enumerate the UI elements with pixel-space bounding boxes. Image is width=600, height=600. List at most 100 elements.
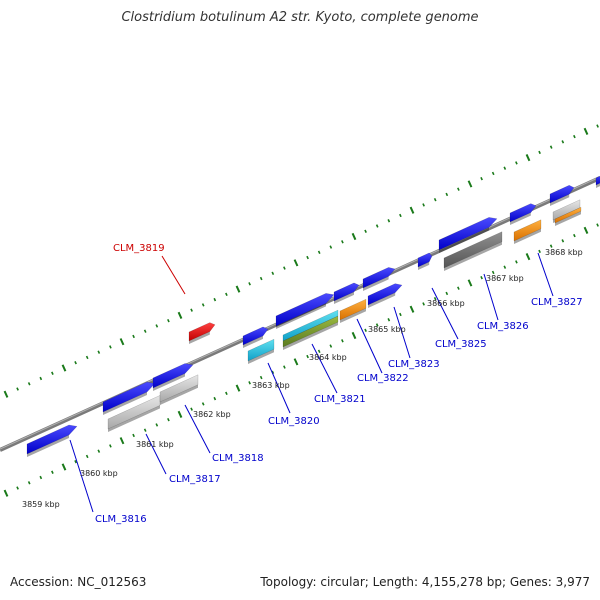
gene-label[interactable]: CLM_3817 xyxy=(169,474,221,485)
scale-tick xyxy=(16,486,19,490)
scale-label: 3863 kbp xyxy=(252,381,290,390)
leader-line xyxy=(267,362,291,414)
gene-feature[interactable] xyxy=(26,424,78,455)
gene-feature[interactable] xyxy=(552,199,581,221)
scale-label: 3859 kbp xyxy=(22,500,60,509)
gene-label[interactable]: CLM_3819 xyxy=(113,243,165,254)
gene-feature[interactable] xyxy=(513,219,542,242)
gene-label[interactable]: CLM_3818 xyxy=(212,453,264,464)
scale-tick xyxy=(283,365,286,369)
scale-tick xyxy=(433,297,437,301)
scale-label: 3864 kbp xyxy=(309,353,347,362)
gene-feature[interactable] xyxy=(554,206,582,224)
leader-line xyxy=(161,255,186,295)
scale-tick xyxy=(422,203,425,207)
scale-label: 3865 kbp xyxy=(368,325,406,334)
scale-tick xyxy=(213,297,217,302)
scale-tick xyxy=(306,354,309,359)
gene-feature[interactable] xyxy=(417,252,433,268)
scale-tick xyxy=(561,140,565,144)
scale-tick xyxy=(525,253,531,261)
scale-tick xyxy=(235,285,241,293)
gene-feature[interactable] xyxy=(509,203,537,223)
gene-feature[interactable] xyxy=(443,231,503,269)
gene-label[interactable]: CLM_3826 xyxy=(477,321,529,332)
scale-tick xyxy=(225,292,228,297)
gene-feature[interactable] xyxy=(282,315,339,348)
scale-tick xyxy=(317,250,321,254)
gene-feature[interactable] xyxy=(159,374,199,403)
gene-feature[interactable] xyxy=(247,338,275,362)
scale-tick xyxy=(97,350,101,354)
gene-feature[interactable] xyxy=(107,395,161,430)
gene-label[interactable]: CLM_3820 xyxy=(268,416,320,427)
gene-feature[interactable] xyxy=(102,381,156,413)
scale-tick xyxy=(85,454,89,459)
gene-feature[interactable] xyxy=(339,298,367,321)
gene-feature[interactable] xyxy=(549,185,575,204)
gene-label[interactable]: CLM_3816 xyxy=(95,514,147,525)
scale-tick xyxy=(445,291,449,296)
leader-line xyxy=(145,433,167,475)
scale-tick xyxy=(177,311,183,319)
scale-tick xyxy=(538,150,541,155)
gene-feature[interactable] xyxy=(333,282,360,302)
scale-tick xyxy=(341,240,344,244)
scale-tick xyxy=(74,361,77,365)
scale-tick xyxy=(364,229,367,233)
scale-tick xyxy=(143,428,147,432)
scale-tick xyxy=(351,331,357,340)
gene-feature[interactable] xyxy=(275,293,335,327)
gene-feature[interactable] xyxy=(438,217,498,251)
label-leaders xyxy=(69,252,554,513)
gene-feature[interactable] xyxy=(282,309,339,342)
scale-tick xyxy=(3,390,9,398)
scale-tick xyxy=(3,489,9,497)
leader-line xyxy=(431,287,459,340)
gene-feature[interactable] xyxy=(152,363,194,389)
scale-tick xyxy=(271,370,275,375)
scale-tick xyxy=(143,329,147,333)
scale-tick xyxy=(317,349,321,353)
scale-tick xyxy=(248,282,251,286)
scale-tick xyxy=(61,364,67,372)
scale-tick xyxy=(525,154,531,162)
scale-tick xyxy=(51,371,54,375)
scale-tick xyxy=(74,460,77,464)
gene-features xyxy=(26,174,600,457)
gene-feature[interactable] xyxy=(362,267,396,289)
gene-label[interactable]: CLM_3821 xyxy=(314,394,366,405)
scale-tick xyxy=(283,266,286,270)
gene-feature[interactable] xyxy=(595,174,600,186)
scale-tick xyxy=(596,223,599,227)
scale-tick xyxy=(39,376,43,381)
scale-label: 3866 kbp xyxy=(427,299,465,308)
gene-feature[interactable] xyxy=(188,322,216,342)
gene-feature[interactable] xyxy=(367,283,403,306)
scale-tick xyxy=(259,276,263,281)
scale-tick xyxy=(213,396,217,401)
scale-tick xyxy=(39,475,43,480)
leader-line xyxy=(483,273,499,321)
scale-tick xyxy=(538,249,541,254)
scale-tick xyxy=(491,270,495,275)
gene-feature[interactable] xyxy=(242,326,269,346)
scale-tick xyxy=(27,481,31,485)
scale-tick xyxy=(467,180,473,188)
scale-tick xyxy=(375,224,379,228)
gene-label[interactable]: CLM_3823 xyxy=(388,359,440,370)
scale-tick xyxy=(596,124,599,128)
scale-tick xyxy=(61,463,67,471)
scale-tick xyxy=(51,470,54,474)
scale-tick xyxy=(409,305,415,313)
scale-tick xyxy=(573,134,576,139)
gene-label[interactable]: CLM_3822 xyxy=(357,373,409,384)
scale-tick xyxy=(155,423,159,427)
gene-label[interactable]: CLM_3825 xyxy=(435,339,487,350)
scale-tick xyxy=(409,206,415,214)
leader-line xyxy=(69,439,94,513)
scale-label: 3862 kbp xyxy=(193,410,231,419)
scale-tick xyxy=(503,265,507,269)
gene-label[interactable]: CLM_3827 xyxy=(531,297,583,308)
scale-tick xyxy=(351,232,357,241)
